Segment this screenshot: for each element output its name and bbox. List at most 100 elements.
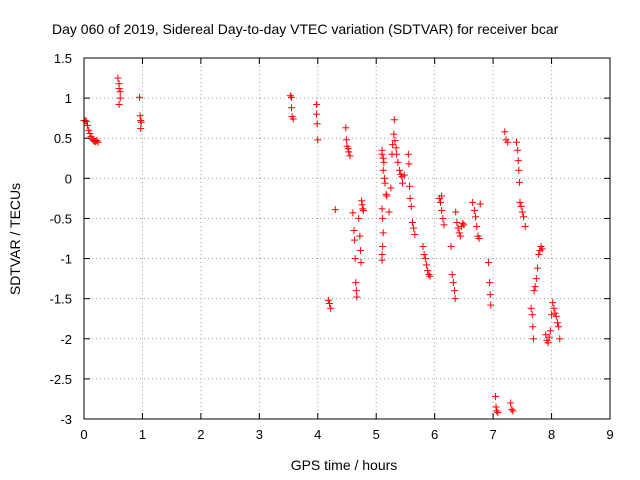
data-point <box>359 205 367 213</box>
data-point <box>351 255 359 263</box>
data-point <box>383 192 391 200</box>
data-point <box>136 112 144 120</box>
data-point <box>389 141 397 149</box>
data-point <box>392 144 400 152</box>
data-point <box>419 243 427 251</box>
data-point <box>380 174 388 182</box>
data-point <box>447 243 455 251</box>
data-point <box>548 311 556 319</box>
data-point <box>387 184 395 192</box>
data-point <box>552 312 560 320</box>
data-point <box>356 247 364 255</box>
data-point <box>516 198 524 206</box>
y-tick-label: -1 <box>60 252 72 267</box>
data-point <box>555 323 563 331</box>
data-point <box>438 206 446 214</box>
data-point <box>512 138 520 146</box>
data-point <box>353 293 361 301</box>
data-point <box>449 279 457 287</box>
data-point <box>448 271 456 279</box>
y-tick-label: -2.5 <box>50 372 72 387</box>
x-tick-label: 3 <box>256 427 263 442</box>
data-point <box>553 319 561 327</box>
data-point <box>289 115 297 123</box>
y-axis-label: SDTVAR / TECUs <box>7 183 23 295</box>
data-point <box>527 304 535 312</box>
data-point <box>344 145 352 153</box>
data-point <box>358 201 366 209</box>
data-point <box>390 130 398 138</box>
data-point <box>350 226 358 234</box>
data-point <box>396 166 404 174</box>
data-point <box>546 327 554 335</box>
x-tick-label: 2 <box>197 427 204 442</box>
x-tick-labels: 0 1 2 3 4 5 6 7 8 9 <box>80 427 613 442</box>
data-point <box>514 146 522 154</box>
data-point <box>378 205 386 213</box>
x-tick-label: 8 <box>548 427 555 442</box>
data-point <box>529 335 537 343</box>
data-point <box>356 232 364 240</box>
y-tick-label: 0 <box>65 171 72 186</box>
data-point <box>538 245 546 253</box>
data-point <box>342 136 350 144</box>
data-point <box>520 213 528 221</box>
y-tick-labels: -3 -2.5 -2 -1.5 -1 -0.5 0 0.5 1 1.5 <box>50 51 72 427</box>
y-tick-label: -0.5 <box>50 211 72 226</box>
data-point <box>400 171 408 179</box>
data-point <box>420 251 428 259</box>
y-tick-label: -1.5 <box>50 292 72 307</box>
data-point <box>390 116 398 124</box>
data-point <box>456 232 464 240</box>
data-point <box>549 299 557 307</box>
data-point <box>470 206 478 214</box>
data-point <box>453 218 461 226</box>
grid <box>84 58 610 419</box>
data-point <box>116 94 124 102</box>
data-point <box>439 214 447 222</box>
data-point <box>515 166 523 174</box>
data-point <box>393 150 401 158</box>
data-point <box>454 224 462 232</box>
data-point <box>452 208 460 216</box>
data-point <box>410 224 418 232</box>
data-point <box>407 202 415 210</box>
data-point <box>352 279 360 287</box>
data-point <box>556 335 564 343</box>
data-point <box>486 279 494 287</box>
x-tick-label: 0 <box>80 427 87 442</box>
data-point <box>313 110 321 118</box>
data-point <box>355 214 363 222</box>
data-point <box>378 256 386 264</box>
data-point <box>137 125 145 133</box>
data-point <box>314 136 322 144</box>
chart-title: Day 060 of 2019, Sidereal Day-to-day VTE… <box>52 21 559 37</box>
data-point <box>422 261 430 269</box>
data-points <box>80 74 564 417</box>
x-tick-label: 6 <box>431 427 438 442</box>
data-point <box>550 304 558 312</box>
data-point <box>136 93 144 101</box>
data-point <box>469 198 477 206</box>
data-point <box>440 221 448 229</box>
data-point <box>544 339 552 347</box>
data-point <box>421 255 429 263</box>
data-point <box>531 283 539 291</box>
data-point <box>379 243 387 251</box>
data-point <box>534 264 542 272</box>
data-point <box>476 200 484 208</box>
data-point <box>492 403 500 411</box>
data-point <box>494 409 502 417</box>
data-point <box>508 405 516 413</box>
data-point <box>380 158 388 166</box>
data-point <box>487 301 495 309</box>
data-point <box>385 208 393 216</box>
data-point <box>411 230 419 238</box>
data-point <box>378 150 386 158</box>
data-point <box>455 229 463 237</box>
data-point <box>514 157 522 165</box>
data-point <box>535 251 543 259</box>
data-point <box>424 267 432 275</box>
data-point <box>325 299 333 307</box>
